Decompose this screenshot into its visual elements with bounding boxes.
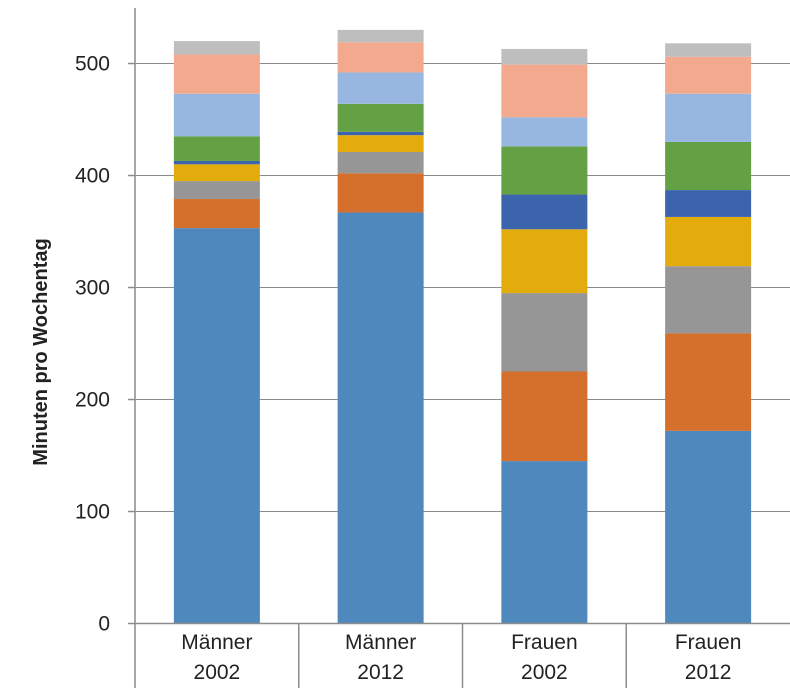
y-tick-label: 100 xyxy=(75,501,110,524)
bar-segment xyxy=(501,461,588,624)
bar-segment xyxy=(501,64,588,118)
y-tick-label: 500 xyxy=(75,53,110,76)
x-category-label: Männer xyxy=(345,631,416,654)
bar-segment xyxy=(337,42,424,73)
bar-segment xyxy=(501,48,588,65)
bar-segment xyxy=(173,199,260,229)
bar-segment xyxy=(501,117,588,147)
bar-segment xyxy=(173,136,260,161)
bar-segment xyxy=(173,93,260,137)
bar-segment xyxy=(337,135,424,152)
bar-segment xyxy=(665,216,752,267)
bar-segment xyxy=(665,430,752,624)
bar-segment xyxy=(337,103,424,132)
bar-segment xyxy=(337,131,424,136)
y-axis-title: Minuten pro Wochentag xyxy=(30,238,52,465)
bar-segment xyxy=(501,194,588,230)
bar-segment xyxy=(173,228,260,624)
bar-segment xyxy=(173,41,260,55)
bar-segment xyxy=(665,93,752,142)
bar-segment xyxy=(665,190,752,217)
bar-segment xyxy=(665,43,752,57)
x-category-label: Frauen xyxy=(511,631,578,654)
bar-segment xyxy=(337,212,424,624)
labels: 0 100 200 300 400 500 Männer 2002 Männer 2012 Frau… xyxy=(75,53,741,685)
bar-segment xyxy=(665,266,752,334)
bar-segment xyxy=(665,333,752,431)
bar-segment xyxy=(337,72,424,104)
x-category-label: Frauen xyxy=(675,631,742,654)
x-category-label: 2012 xyxy=(685,661,732,684)
bar-segment xyxy=(665,141,752,191)
x-category-label: 2002 xyxy=(194,661,241,684)
y-tick-label: 200 xyxy=(75,389,110,412)
bars xyxy=(173,29,752,624)
bar-segment xyxy=(501,293,588,372)
bar-segment xyxy=(337,29,424,43)
bar-segment xyxy=(173,181,260,200)
y-tick-label: 0 xyxy=(98,613,110,636)
x-category-label: Männer xyxy=(181,631,252,654)
bar-segment xyxy=(665,56,752,94)
y-tick-label: 300 xyxy=(75,277,110,300)
x-category-label: 2002 xyxy=(521,661,568,684)
axes xyxy=(128,8,790,688)
bar-segment xyxy=(337,173,424,213)
bar-segment xyxy=(173,54,260,94)
bar-segment xyxy=(501,229,588,294)
x-category-label: 2012 xyxy=(357,661,404,684)
bar-segment xyxy=(337,151,424,174)
y-tick-label: 400 xyxy=(75,165,110,188)
bar-segment xyxy=(501,371,588,462)
bar-segment xyxy=(173,164,260,182)
bar-segment xyxy=(173,160,260,165)
bar-segment xyxy=(501,146,588,195)
